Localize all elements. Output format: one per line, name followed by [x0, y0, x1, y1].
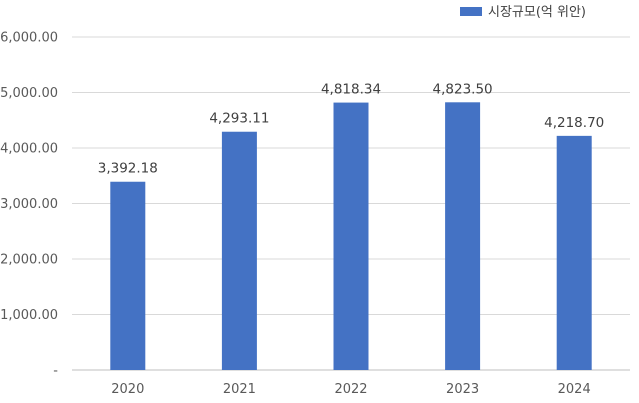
data-label-2022: 4,818.34	[321, 82, 381, 98]
data-labels: 3,392.18 4,293.11 4,818.34 4,823.50 4,218.70	[98, 81, 605, 176]
x-axis-ticks: 2020 2021 2022 2023 2024	[111, 382, 590, 397]
bar-2024	[556, 135, 592, 370]
data-label-2020: 3,392.18	[98, 161, 158, 177]
y-axis-ticks: - 1,000.00 2,000.00 3,000.00 4,000.00 5,000.0…	[0, 31, 58, 379]
data-label-2023: 4,823.50	[433, 81, 493, 97]
bars	[110, 102, 592, 371]
y-tick-label: -	[53, 364, 58, 379]
y-tick-label: 4,000.00	[0, 142, 58, 157]
y-tick-label: 3,000.00	[0, 197, 58, 212]
bar-2021	[221, 131, 257, 370]
x-tick-label-2020: 2020	[111, 382, 144, 397]
bar-2020	[110, 181, 146, 370]
x-tick-label-2022: 2022	[334, 382, 367, 397]
legend: 시장규모(억 위안)	[460, 5, 586, 20]
data-label-2024: 4,218.70	[544, 115, 604, 131]
bar-2022	[333, 102, 369, 371]
legend-label: 시장규모(억 위안)	[488, 5, 586, 20]
x-tick-label-2024: 2024	[558, 382, 591, 397]
y-tick-label: 5,000.00	[0, 86, 58, 101]
y-tick-label: 1,000.00	[0, 308, 58, 323]
bar-2023	[445, 102, 481, 371]
legend-swatch	[460, 7, 482, 16]
x-tick-label-2021: 2021	[223, 382, 256, 397]
y-tick-label: 6,000.00	[0, 31, 58, 46]
data-label-2021: 4,293.11	[209, 111, 269, 127]
y-tick-label: 2,000.00	[0, 253, 58, 268]
x-tick-label-2023: 2023	[446, 382, 479, 397]
